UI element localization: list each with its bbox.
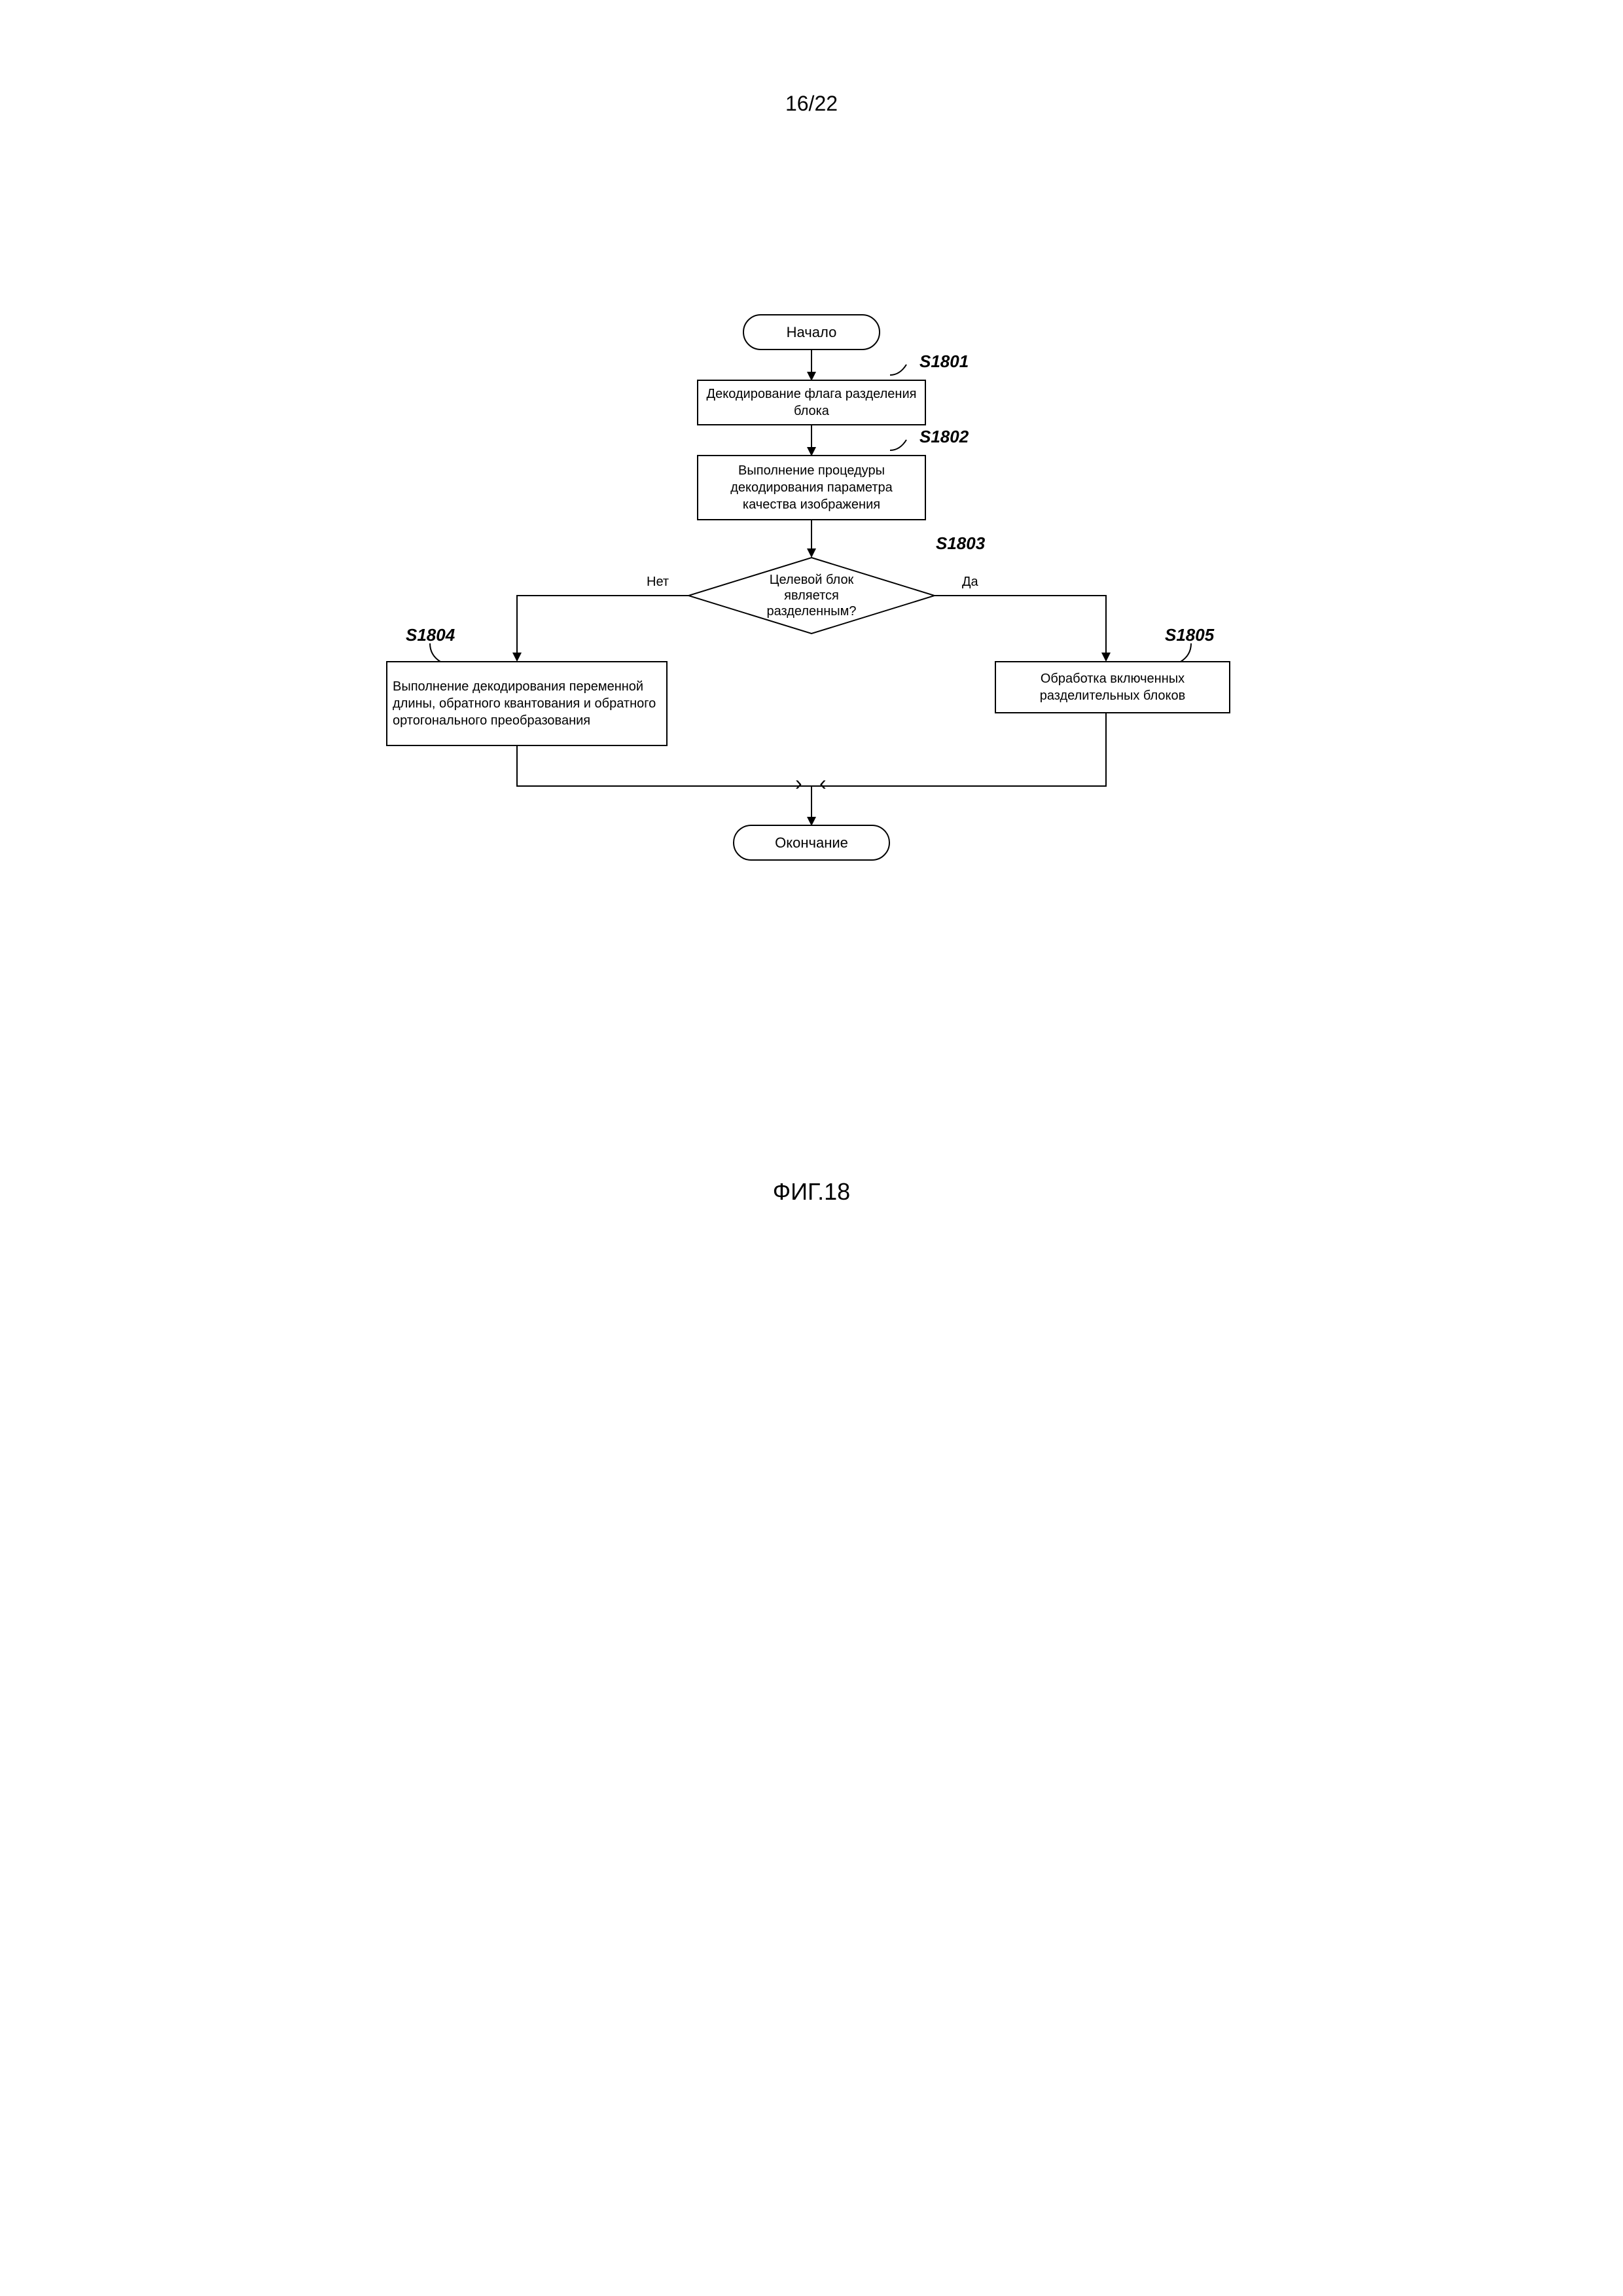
process-s1801: Декодирование флага разделения блока xyxy=(697,380,926,425)
arrow xyxy=(811,425,812,448)
process-s1802-text: Выполнение процедуры декодирования парам… xyxy=(704,462,919,513)
decision-s1803: Целевой блок является разделенным? xyxy=(687,556,936,635)
arrow xyxy=(516,785,812,787)
yes-label: Да xyxy=(962,575,978,590)
merge-tick: › xyxy=(795,772,802,793)
arrow xyxy=(811,350,812,373)
step-label-s1802: S1802 xyxy=(919,427,969,447)
process-s1805: Обработка включенных разделительных блок… xyxy=(995,661,1230,713)
process-s1804-text: Выполнение декодирования переменной длин… xyxy=(393,678,661,729)
step-label-s1803: S1803 xyxy=(936,533,985,554)
arrow xyxy=(935,595,1106,596)
arrow xyxy=(1105,713,1107,785)
flowchart-container: Начало S1801 Декодирование флага разделе… xyxy=(353,314,1270,1034)
end-node: Окончание xyxy=(733,825,890,861)
label-connector xyxy=(1179,643,1199,663)
label-connector xyxy=(890,432,923,452)
arrow-head xyxy=(1101,653,1111,662)
merge-tick: ‹ xyxy=(819,772,827,793)
start-text: Начало xyxy=(787,324,837,341)
process-s1805-text: Обработка включенных разделительных блок… xyxy=(1001,670,1224,704)
step-label-s1805: S1805 xyxy=(1165,625,1214,645)
arrow-head xyxy=(512,653,522,662)
step-label-s1801: S1801 xyxy=(919,351,969,372)
arrow xyxy=(517,595,688,596)
arrow xyxy=(1105,595,1107,654)
end-text: Окончание xyxy=(775,834,848,852)
process-s1801-text: Декодирование флага разделения блока xyxy=(704,386,919,420)
label-connector xyxy=(422,643,442,663)
process-s1802: Выполнение процедуры декодирования парам… xyxy=(697,455,926,520)
arrow xyxy=(811,785,812,818)
no-label: Нет xyxy=(647,575,669,590)
process-s1804: Выполнение декодирования переменной длин… xyxy=(386,661,668,746)
arrow xyxy=(811,785,1107,787)
page-number: 16/22 xyxy=(785,92,838,116)
start-node: Начало xyxy=(743,314,880,350)
step-label-s1804: S1804 xyxy=(406,625,455,645)
label-connector xyxy=(890,357,923,376)
arrow xyxy=(516,595,518,654)
arrow xyxy=(811,520,812,550)
arrow xyxy=(516,746,518,785)
decision-s1803-text: Целевой блок является разделенным? xyxy=(749,572,874,619)
figure-label: ФИГ.18 xyxy=(773,1178,850,1206)
